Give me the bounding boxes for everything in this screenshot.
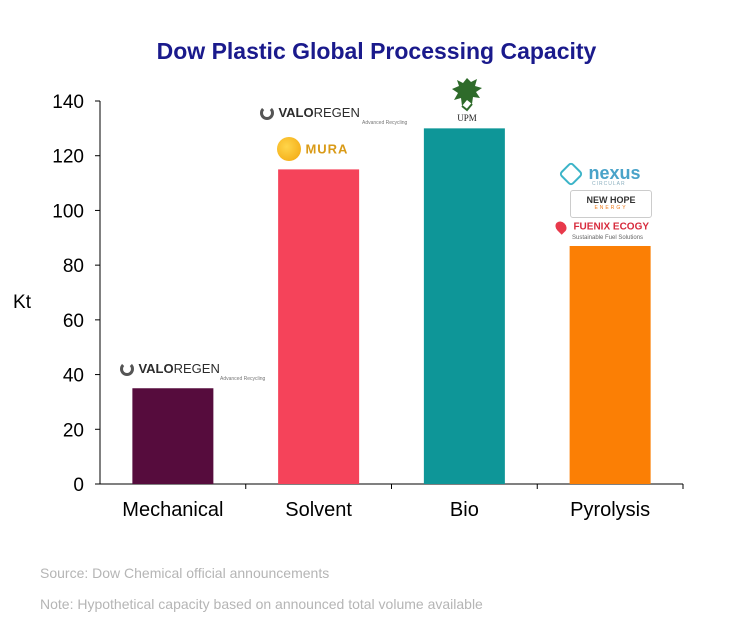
hypothetical-note: Note: Hypothetical capacity based on ann… — [40, 596, 483, 612]
bar-bio — [423, 128, 505, 484]
mura-logo: MURA — [277, 137, 348, 161]
y-tick-label: 60 — [63, 311, 84, 332]
newhope-logo: NEW HOPE ENERGY — [570, 190, 652, 218]
nexus-logo: nexus CIRCULAR — [558, 160, 641, 187]
y-tick-label: 80 — [63, 256, 84, 277]
y-tick-label: 20 — [63, 420, 84, 441]
y-tick-label: 120 — [52, 147, 84, 168]
fuenix-text: FUENIX ECOGY — [573, 221, 650, 233]
valoregen-tagline: Advanced Recycling — [362, 120, 408, 126]
y-tick-label: 40 — [63, 366, 84, 387]
y-axis-label: Kt — [13, 292, 32, 313]
mura-sun-icon — [277, 137, 301, 161]
nexus-text: nexus — [588, 163, 641, 183]
x-tick-label: Pyrolysis — [570, 499, 650, 521]
upm-text: UPM — [457, 113, 477, 123]
valoregen-logo-solvent: VALOREGEN Advanced Recycling — [260, 104, 407, 126]
bar-pyrolysis — [569, 245, 651, 484]
valoregen-valo: VALO — [138, 361, 174, 376]
y-tick-label: 0 — [73, 475, 84, 496]
bar-mechanical — [132, 388, 214, 484]
valoregen-mark-icon — [260, 105, 274, 120]
valoregen-tagline: Advanced Recycling — [220, 376, 266, 382]
x-tick-label: Solvent — [285, 499, 352, 521]
newhope-line1: NEW HOPE — [586, 195, 636, 205]
y-tick-label: 140 — [52, 92, 84, 113]
chart-title: Dow Plastic Global Processing Capacity — [156, 38, 597, 64]
valoregen-regen: REGEN — [313, 105, 360, 120]
upm-logo: UPM — [447, 76, 487, 123]
bar-solvent — [278, 169, 360, 484]
valoregen-mark-icon — [120, 361, 134, 376]
newhope-line2: ENERGY — [594, 205, 628, 211]
x-tick-label: Mechanical — [122, 499, 223, 521]
mura-text: MURA — [305, 141, 349, 157]
nexus-hex-icon — [558, 160, 584, 187]
nexus-sub: CIRCULAR — [592, 181, 626, 187]
valoregen-logo-mechanical: VALOREGEN Advanced Recycling — [120, 360, 265, 382]
fuenix-flame-icon — [553, 218, 569, 235]
fuenix-logo: FUENIX ECOGY Sustainable Fuel Solutions — [553, 218, 650, 241]
source-note: Source: Dow Chemical official announceme… — [40, 565, 330, 581]
valoregen-valo: VALO — [278, 105, 314, 120]
upm-griffin-icon — [452, 78, 482, 112]
x-tick-label: Bio — [450, 499, 479, 521]
y-tick-label: 100 — [52, 201, 84, 222]
valoregen-regen: REGEN — [173, 361, 220, 376]
fuenix-sub: Sustainable Fuel Solutions — [572, 235, 644, 241]
